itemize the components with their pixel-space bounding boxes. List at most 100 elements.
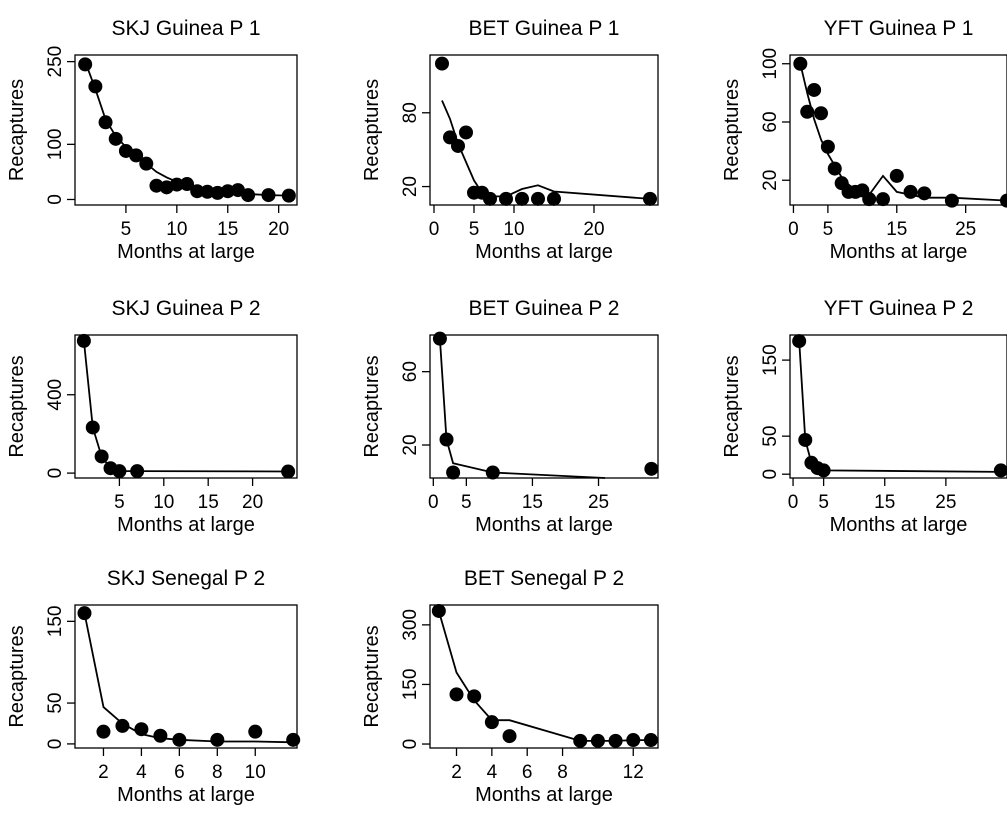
data-point: [889, 168, 904, 183]
y-tick-label: 150: [45, 605, 66, 637]
data-point: [993, 463, 1007, 478]
x-tick-label: 8: [212, 762, 223, 783]
panel-1: SKJ Guinea P 1 5 10 15 20 0 100 250 Months at la…: [6, 17, 298, 263]
x-tick-label: 20: [583, 219, 604, 240]
y-tick-label: 50: [45, 692, 66, 713]
data-point: [807, 82, 822, 97]
panel-title: BET Guinea P 2: [469, 297, 620, 320]
data-point: [459, 125, 473, 140]
fitted-line: [798, 341, 1001, 473]
plot-frame: [74, 334, 298, 479]
x-axis-label: Months at large: [475, 241, 613, 263]
y-tick-label: 20: [400, 434, 421, 455]
x-axis-label: Months at large: [117, 514, 255, 536]
x-tick-label: 6: [522, 762, 533, 783]
fitted-line: [441, 100, 651, 200]
y-tick-label: 300: [400, 609, 421, 641]
data-point: [78, 57, 93, 72]
y-tick-label: 100: [45, 128, 66, 160]
x-tick-label: 10: [245, 762, 266, 783]
data-point: [862, 192, 877, 207]
y-tick-label: 20: [760, 170, 781, 191]
data-point: [643, 733, 658, 748]
panel-title: SKJ Guinea P 2: [111, 297, 260, 320]
x-axis-label: Months at large: [475, 784, 613, 806]
data-point: [108, 131, 123, 146]
fitted-line: [83, 340, 289, 473]
x-tick-label: 0: [429, 219, 440, 240]
y-tick-label: 0: [45, 739, 66, 750]
x-tick-label: 20: [268, 219, 289, 240]
y-tick-label: 100: [760, 48, 781, 80]
y-tick-label: 60: [400, 361, 421, 382]
x-tick-label: 5: [461, 492, 472, 513]
fitted-line: [437, 610, 651, 742]
panel-5: BET Guinea P 2 0 5 15 25 20 60 Months at large R…: [361, 297, 659, 536]
x-tick-label: 5: [823, 219, 834, 240]
x-tick-label: 5: [121, 219, 132, 240]
x-tick-label: 10: [166, 219, 187, 240]
x-tick-label: 10: [503, 219, 524, 240]
data-point: [435, 56, 449, 71]
data-point: [547, 191, 561, 206]
data-point: [76, 333, 91, 348]
y-axis-label: Recaptures: [361, 625, 383, 727]
x-axis-label: Months at large: [830, 241, 968, 263]
fitted-line: [439, 338, 606, 479]
panel-4: SKJ Guinea P 2 5 10 15 20 0 400 Months at large…: [6, 297, 298, 536]
data-point: [515, 191, 529, 206]
data-point: [96, 724, 111, 739]
x-tick-label: 4: [136, 762, 147, 783]
y-tick-label: 0: [400, 739, 421, 750]
x-tick-label: 15: [886, 219, 907, 240]
plot-frame: [429, 334, 659, 479]
data-point: [220, 184, 235, 199]
y-tick-label: 400: [45, 379, 66, 411]
y-tick-label: 20: [400, 176, 421, 197]
data-point: [820, 139, 835, 154]
x-tick-label: 0: [788, 219, 799, 240]
x-tick-label: 2: [98, 762, 109, 783]
panel-7: SKJ Senegal P 2 2 4 6 8 10 0 50 150 Months at lar…: [6, 567, 301, 806]
panel-8: BET Senegal P 2 2 4 6 8 12 0 150 300 Months at la…: [361, 567, 659, 806]
data-point: [431, 603, 446, 618]
x-tick-label: 2: [451, 762, 462, 783]
y-tick-label: 0: [45, 468, 66, 479]
data-point: [77, 606, 92, 621]
data-point: [644, 461, 659, 476]
y-tick-label: 250: [45, 46, 66, 78]
data-point: [944, 193, 959, 208]
data-point: [241, 188, 256, 203]
y-axis-label: Recaptures: [6, 625, 28, 727]
data-point: [814, 106, 828, 121]
x-tick-label: 6: [174, 762, 185, 783]
panel-title: BET Guinea P 1: [469, 17, 620, 40]
y-tick-label: 80: [400, 102, 421, 123]
fitted-line: [83, 613, 294, 744]
data-point: [876, 192, 890, 207]
panel-title: BET Senegal P 2: [464, 567, 624, 590]
x-tick-label: 12: [623, 762, 644, 783]
panel-title: SKJ Senegal P 2: [107, 567, 265, 590]
x-tick-label: 8: [557, 762, 568, 783]
data-point: [281, 464, 296, 479]
x-tick-label: 0: [788, 492, 799, 513]
plot-frame: [429, 604, 659, 749]
x-tick-label: 20: [242, 492, 263, 513]
x-tick-label: 4: [487, 762, 498, 783]
panel-title: YFT Guinea P 1: [824, 17, 974, 40]
panel-3: YFT Guinea P 1 0 5 15 25 20 60 100 Months at lar…: [721, 17, 1007, 263]
x-tick-label: 10: [153, 492, 174, 513]
x-tick-label: 25: [955, 219, 976, 240]
panel-2: BET Guinea P 1 0 5 10 20 20 80 Months at large R…: [361, 17, 659, 263]
data-point: [432, 331, 447, 346]
data-point: [449, 687, 464, 702]
x-tick-label: 5: [818, 492, 829, 513]
x-axis-label: Months at large: [475, 514, 613, 536]
plot-frame: [74, 54, 298, 206]
data-point: [531, 191, 545, 206]
x-tick-label: 15: [198, 492, 219, 513]
y-tick-label: 60: [760, 111, 781, 132]
